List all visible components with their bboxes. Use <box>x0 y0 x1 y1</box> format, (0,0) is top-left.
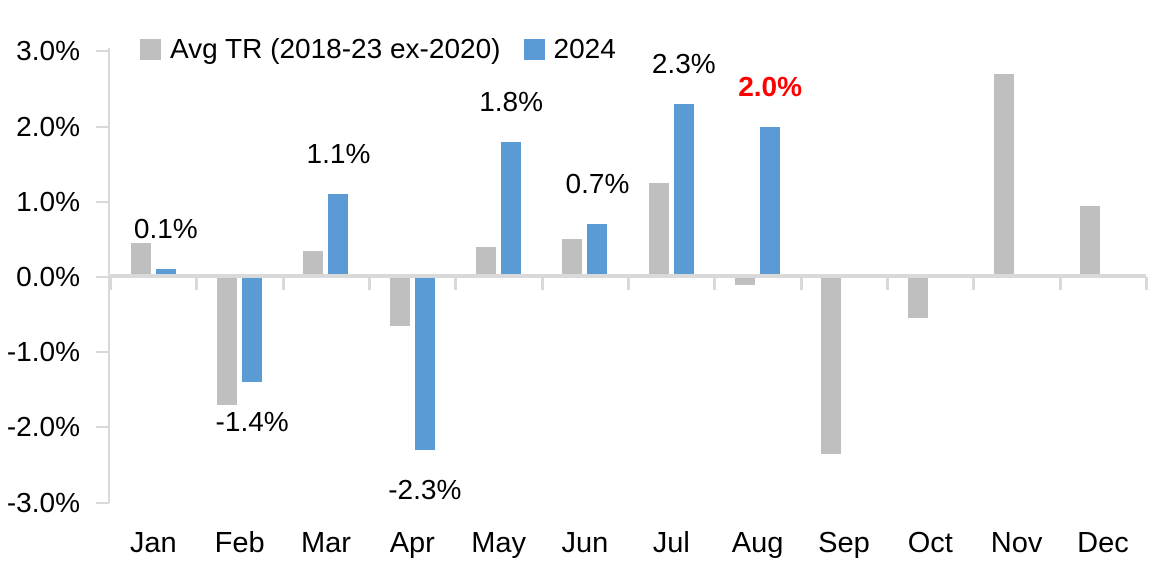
y-axis-tick <box>96 351 109 354</box>
x-axis-tick <box>281 277 285 290</box>
x-axis-tick <box>885 277 889 290</box>
y-axis-tick <box>96 200 109 203</box>
y-axis-tick <box>96 501 109 504</box>
bar-2024-apr <box>414 277 435 450</box>
bar-avg-tr-jul <box>648 183 669 277</box>
x-axis-tick <box>367 277 371 290</box>
legend-label-2024: 2024 <box>553 33 616 64</box>
x-axis-label-feb: Feb <box>214 527 265 559</box>
x-axis-label-sep: Sep <box>818 527 870 559</box>
bar-avg-tr-nov <box>994 74 1015 277</box>
y-tick-label: 2.0% <box>16 110 80 142</box>
bar-avg-tr-sep <box>821 277 842 454</box>
bar-avg-tr-feb <box>217 277 238 405</box>
x-axis-label-nov: Nov <box>990 527 1043 559</box>
y-axis-tick <box>96 276 109 278</box>
data-label-jan: 0.1% <box>133 213 198 245</box>
y-tick-label: -3.0% <box>6 486 80 518</box>
y-tick-label: 0.0% <box>16 261 80 292</box>
x-axis-tick <box>626 277 630 290</box>
y-axis-tick <box>96 50 109 53</box>
data-label-mar: 1.1% <box>306 138 371 170</box>
x-axis-label-oct: Oct <box>907 527 953 559</box>
y-tick-label: 3.0% <box>16 35 80 67</box>
y-axis-tick <box>96 426 109 429</box>
x-axis-tick <box>109 277 112 290</box>
y-tick-label: 1.0% <box>16 185 80 217</box>
bar-2024-jul <box>673 104 694 277</box>
x-axis-label-aug: Aug <box>731 527 784 559</box>
data-label-aug: 2.0% <box>738 70 803 102</box>
legend-label-avg-tr: Avg TR (2018-23 ex-2020) <box>170 33 501 64</box>
bar-2024-mar <box>328 194 349 277</box>
legend-swatch-2024 <box>523 38 545 60</box>
x-axis-label-jan: Jan <box>129 527 177 559</box>
x-axis-label-dec: Dec <box>1077 527 1129 559</box>
x-axis-tick <box>1144 277 1148 290</box>
x-axis-tick <box>1058 277 1062 290</box>
bar-avg-tr-oct <box>907 277 928 319</box>
bar-2024-feb <box>242 277 263 383</box>
bar-2024-jan <box>155 269 176 277</box>
bar-2024-aug <box>760 126 781 277</box>
bar-avg-tr-may <box>476 246 497 277</box>
x-axis-tick <box>540 277 544 290</box>
bar-avg-tr-apr <box>389 277 410 326</box>
bar-2024-jun <box>587 224 608 277</box>
data-label-feb: -1.4% <box>215 406 289 438</box>
y-tick-label: -1.0% <box>6 336 80 368</box>
x-axis-label-jun: Jun <box>561 527 609 559</box>
data-label-jun: 0.7% <box>565 168 630 200</box>
x-axis-tick <box>972 277 976 290</box>
x-axis-tick <box>799 277 803 290</box>
y-axis-tick <box>96 125 109 128</box>
x-axis-label-mar: Mar <box>300 527 351 559</box>
x-axis-label-jul: Jul <box>652 527 690 559</box>
y-tick-label: -2.0% <box>6 411 80 443</box>
x-axis-label-may: May <box>471 527 527 559</box>
bar-2024-may <box>501 141 522 277</box>
data-label-apr: -2.3% <box>388 473 462 505</box>
data-label-jul: 2.3% <box>651 48 716 80</box>
x-axis-tick <box>195 277 199 290</box>
x-axis-tick <box>713 277 717 290</box>
bar-avg-tr-jan <box>130 243 151 277</box>
x-axis-label-apr: Apr <box>389 527 435 559</box>
bar-avg-tr-dec <box>1080 205 1101 277</box>
x-axis-tick <box>454 277 458 290</box>
bar-avg-tr-jun <box>562 239 583 277</box>
bar-avg-tr-aug <box>735 277 756 285</box>
bar-avg-tr-mar <box>303 250 324 277</box>
legend-swatch-avg-tr <box>140 38 161 60</box>
x-axis-line <box>108 274 1146 278</box>
data-label-may: 1.8% <box>479 85 544 117</box>
legend: Avg TR (2018-23 ex-2020) 2024 <box>140 33 616 65</box>
